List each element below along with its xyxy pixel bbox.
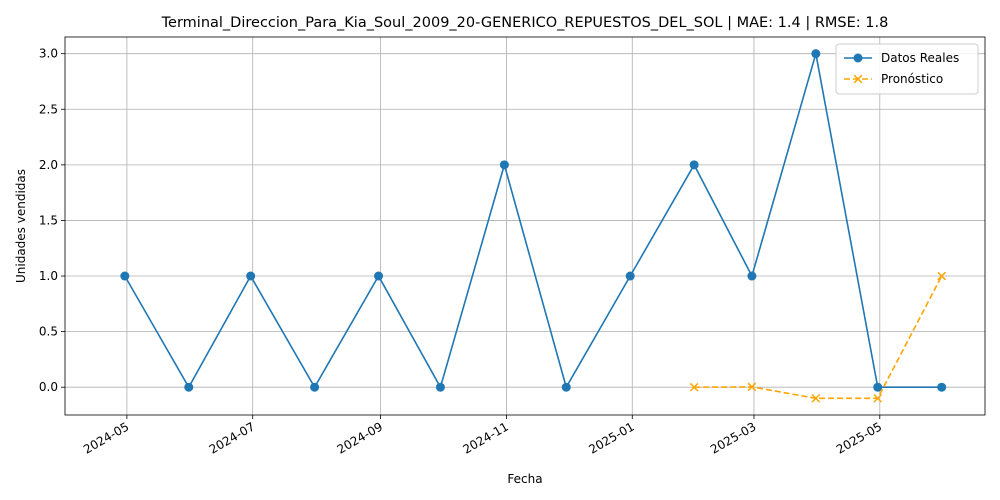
y-axis: 0.0 0.5 1.0 1.5 2.0 2.5 3.0 xyxy=(39,47,65,394)
legend-marker xyxy=(853,53,863,63)
y-tick-label: 2.0 xyxy=(39,158,58,172)
data-point xyxy=(873,393,883,403)
y-tick-label: 2.5 xyxy=(39,102,58,116)
series-line xyxy=(694,275,943,400)
series-pronostico xyxy=(689,271,947,403)
data-point xyxy=(873,382,883,392)
legend-label: Pronóstico xyxy=(881,72,943,86)
data-point xyxy=(937,271,947,281)
x-tick-label: 2025-03 xyxy=(708,419,758,456)
data-point xyxy=(747,382,757,392)
data-point xyxy=(811,393,821,403)
x-tick-label: 2024-11 xyxy=(461,419,511,456)
y-tick-label: 0.0 xyxy=(39,380,58,394)
x-tick-label: 2025-05 xyxy=(834,419,884,456)
x-tick-label: 2024-07 xyxy=(207,419,257,456)
data-point xyxy=(625,271,635,281)
data-point xyxy=(561,382,571,392)
series-layer xyxy=(120,49,947,403)
x-axis-label: Fecha xyxy=(507,472,542,486)
data-point xyxy=(689,382,699,392)
x-tick-label: 2024-09 xyxy=(335,419,385,456)
x-tick-label: 2025-01 xyxy=(586,419,636,456)
data-point xyxy=(310,382,320,392)
data-point xyxy=(374,271,384,281)
data-point xyxy=(499,160,509,170)
legend-marker xyxy=(853,74,863,84)
series-datos-reales xyxy=(120,49,947,392)
data-point xyxy=(246,271,256,281)
data-point xyxy=(184,382,194,392)
y-tick-label: 3.0 xyxy=(39,47,58,61)
grid-lines xyxy=(65,37,985,415)
data-point xyxy=(811,49,821,59)
x-tick-label: 2024-05 xyxy=(81,419,131,456)
data-point xyxy=(689,160,699,170)
legend-box xyxy=(835,43,979,95)
legend-label: Datos Reales xyxy=(881,51,959,65)
legend-item: Pronóstico xyxy=(844,72,943,86)
legend-item: Datos Reales xyxy=(844,51,959,65)
data-point xyxy=(937,382,947,392)
data-point xyxy=(435,382,445,392)
x-axis: 2024-05 2024-07 2024-09 2024-11 2025-01 2025-… xyxy=(81,415,884,457)
y-axis-label: Unidades vendidas xyxy=(14,169,28,283)
data-point xyxy=(747,271,757,281)
y-tick-label: 0.5 xyxy=(39,325,58,339)
y-tick-label: 1.0 xyxy=(39,269,58,283)
data-point xyxy=(120,271,130,281)
legend: Datos Reales Pronóstico xyxy=(835,43,979,95)
plot-frame xyxy=(64,36,986,416)
y-tick-label: 1.5 xyxy=(39,213,58,227)
chart-title: Terminal_Direccion_Para_Kia_Soul_2009_20… xyxy=(161,15,889,31)
series-line xyxy=(124,53,942,390)
